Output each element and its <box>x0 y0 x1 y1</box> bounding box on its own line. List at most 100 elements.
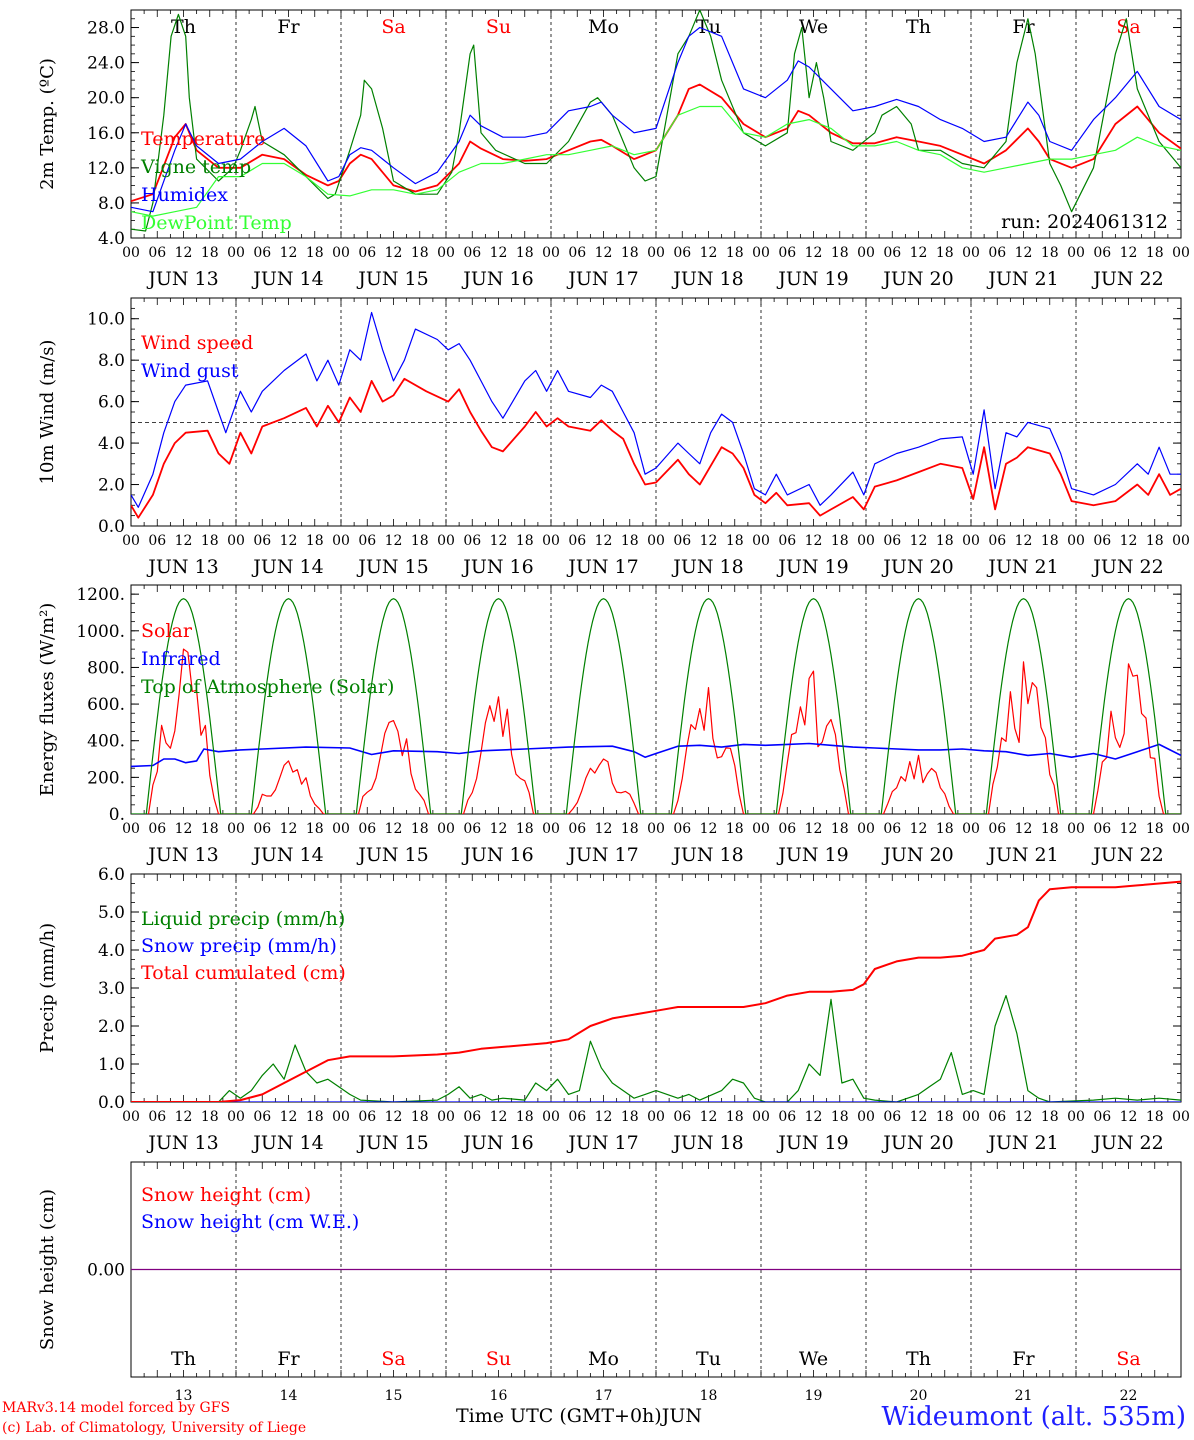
y-tick-label: 16.0 <box>87 124 125 144</box>
hour-tick-label: 06 <box>778 533 796 549</box>
y-tick-label: 0.00 <box>87 1261 125 1281</box>
date-label: JUN 21 <box>986 844 1058 866</box>
date-label: JUN 15 <box>356 844 428 866</box>
date-label: JUN 22 <box>1091 1132 1163 1154</box>
legend-entry: Infrared <box>141 648 221 670</box>
hour-tick-label: 00 <box>857 245 875 261</box>
hour-tick-label: 12 <box>175 1109 193 1125</box>
hour-tick-label: 18 <box>1041 1109 1059 1125</box>
y-tick-label: 1000. <box>76 622 125 642</box>
hour-tick-label: 00 <box>332 821 350 837</box>
hour-tick-label: 12 <box>385 821 403 837</box>
day-name: Fr <box>277 16 300 38</box>
legend-entry: Solar <box>141 620 193 642</box>
hour-tick-label: 00 <box>1172 533 1190 549</box>
hour-tick-label: 12 <box>805 533 823 549</box>
day-name: Su <box>486 16 511 38</box>
hour-tick-label: 12 <box>385 533 403 549</box>
legend-entry: Snow precip (mm/h) <box>141 935 337 957</box>
hour-tick-label: 00 <box>1067 245 1085 261</box>
hour-tick-label: 18 <box>201 821 219 837</box>
hour-tick-label: 12 <box>280 533 298 549</box>
hour-tick-label: 18 <box>306 245 324 261</box>
hour-tick-label: 00 <box>857 1109 875 1125</box>
hour-tick-label: 18 <box>1146 533 1164 549</box>
hour-tick-label: 12 <box>1120 245 1138 261</box>
date-label: JUN 16 <box>461 556 533 578</box>
date-label: JUN 15 <box>356 1132 428 1154</box>
legend-entry: Snow height (cm W.E.) <box>141 1211 359 1233</box>
date-label: JUN 13 <box>146 268 218 290</box>
hour-tick-label: 06 <box>148 533 166 549</box>
y-axis-title: Precip (mm/h) <box>37 923 58 1053</box>
plot-area <box>131 311 1181 519</box>
panel-4: 0.0 1.0 2.0 3.0 4.0 5.0 6.0 Precip (mm/h) 00 06 12… <box>37 865 1190 1154</box>
y-tick-label: 0.0 <box>98 517 125 537</box>
hour-tick-label: 06 <box>883 533 901 549</box>
day-name: Sa <box>381 1348 405 1370</box>
y-tick-label: 800. <box>87 658 125 678</box>
hour-tick-label: 00 <box>647 1109 665 1125</box>
hour-tick-label: 12 <box>1015 245 1033 261</box>
day-name: Sa <box>1116 1348 1140 1370</box>
series-line <box>131 311 1181 508</box>
legend-entry: Top of Atmosphere (Solar) <box>141 676 394 698</box>
y-tick-label: 400. <box>87 732 125 752</box>
y-tick-label: 10.0 <box>87 310 125 330</box>
hour-tick-label: 06 <box>253 245 271 261</box>
hour-tick-label: 18 <box>516 533 534 549</box>
station-name: Wideumont (alt. 535m) <box>881 1402 1186 1432</box>
hour-tick-label: 12 <box>910 245 928 261</box>
hour-tick-label: 00 <box>542 245 560 261</box>
y-axis-title: 2m Temp. (ºC) <box>37 58 58 190</box>
hour-tick-label: 18 <box>726 1109 744 1125</box>
date-label: JUN 13 <box>146 1132 218 1154</box>
date-label: JUN 21 <box>986 556 1058 578</box>
y-axis-title: 10m Wind (m/s) <box>37 340 58 485</box>
date-label: JUN 22 <box>1091 556 1163 578</box>
hour-tick-label: 18 <box>621 533 639 549</box>
plot-area <box>131 598 1181 814</box>
day-name: We <box>799 1348 828 1370</box>
hour-tick-label: 18 <box>516 1109 534 1125</box>
y-tick-label: 1200. <box>76 585 125 605</box>
hour-tick-label: 00 <box>1172 821 1190 837</box>
hour-tick-label: 18 <box>411 821 429 837</box>
date-label: JUN 18 <box>671 1132 743 1154</box>
y-tick-label: 12.0 <box>87 159 125 179</box>
hour-tick-label: 06 <box>148 821 166 837</box>
hour-tick-label: 18 <box>411 533 429 549</box>
hour-tick-label: 06 <box>358 245 376 261</box>
y-tick-label: 8.0 <box>98 194 125 214</box>
day-name: Th <box>906 1348 931 1370</box>
y-tick-label: 28.0 <box>87 19 125 39</box>
hour-tick-label: 18 <box>516 245 534 261</box>
y-tick-label: 4.0 <box>98 434 125 454</box>
hour-tick-label: 00 <box>857 821 875 837</box>
hour-tick-label: 18 <box>201 533 219 549</box>
hour-tick-label: 00 <box>1172 245 1190 261</box>
hour-tick-label: 00 <box>752 245 770 261</box>
date-label: JUN 19 <box>776 1132 848 1154</box>
hour-tick-label: 06 <box>568 821 586 837</box>
hour-tick-label: 18 <box>1041 533 1059 549</box>
x-axis-month: JUN <box>661 1405 702 1427</box>
day-name: Sa <box>381 16 405 38</box>
y-tick-label: 4.0 <box>98 941 125 961</box>
series-line <box>131 994 1181 1102</box>
hour-tick-label: 00 <box>122 1109 140 1125</box>
hour-tick-label: 12 <box>490 821 508 837</box>
day-name: Tu <box>696 16 721 38</box>
hour-tick-label: 12 <box>175 533 193 549</box>
y-tick-label: 8.0 <box>98 351 125 371</box>
hour-tick-label: 00 <box>752 533 770 549</box>
hour-tick-label: 18 <box>306 1109 324 1125</box>
date-label: JUN 22 <box>1091 268 1163 290</box>
series-line <box>131 742 1181 768</box>
y-tick-label: 2.0 <box>98 476 125 496</box>
date-label: JUN 15 <box>356 556 428 578</box>
hour-tick-label: 12 <box>595 1109 613 1125</box>
hour-tick-label: 06 <box>673 245 691 261</box>
